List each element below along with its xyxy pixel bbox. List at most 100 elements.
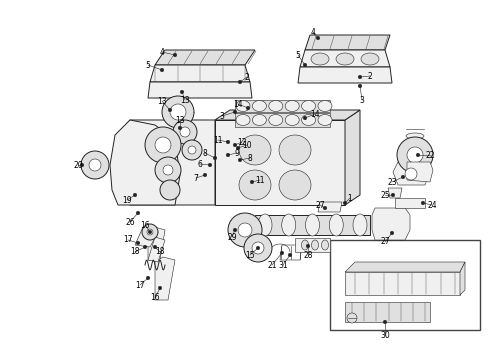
Text: 5: 5 [295, 50, 300, 59]
Text: 5: 5 [146, 60, 150, 69]
Text: 28: 28 [303, 251, 313, 260]
Text: 22: 22 [425, 150, 435, 159]
Ellipse shape [406, 133, 424, 139]
Polygon shape [235, 100, 330, 112]
Text: 16: 16 [140, 220, 150, 230]
Circle shape [89, 159, 101, 171]
Circle shape [303, 116, 307, 120]
Text: 16: 16 [150, 293, 160, 302]
Ellipse shape [329, 214, 343, 236]
Circle shape [397, 137, 433, 173]
Circle shape [391, 193, 395, 197]
Ellipse shape [305, 214, 319, 236]
Circle shape [383, 320, 387, 324]
Text: 23: 23 [387, 177, 397, 186]
Circle shape [180, 90, 184, 94]
Polygon shape [345, 272, 460, 295]
Polygon shape [298, 67, 392, 83]
Ellipse shape [353, 214, 367, 236]
Ellipse shape [285, 100, 299, 112]
Ellipse shape [361, 53, 379, 65]
Circle shape [143, 245, 147, 249]
Circle shape [390, 231, 394, 235]
Ellipse shape [301, 240, 309, 250]
Ellipse shape [279, 135, 311, 165]
Text: 26: 26 [125, 217, 135, 226]
Circle shape [256, 246, 260, 250]
Circle shape [238, 158, 242, 162]
Text: 8: 8 [247, 153, 252, 162]
Polygon shape [345, 302, 430, 322]
Text: 4: 4 [160, 48, 165, 57]
Circle shape [155, 137, 171, 153]
Circle shape [213, 156, 217, 160]
Circle shape [236, 146, 240, 150]
Polygon shape [318, 202, 342, 212]
Circle shape [173, 53, 177, 57]
Text: 24: 24 [427, 201, 437, 210]
Text: 25: 25 [380, 190, 390, 199]
Circle shape [233, 228, 237, 232]
Ellipse shape [318, 100, 332, 112]
Text: 7: 7 [194, 174, 198, 183]
Text: 8: 8 [203, 149, 207, 158]
Polygon shape [300, 50, 390, 67]
Polygon shape [330, 240, 480, 330]
Ellipse shape [406, 141, 424, 147]
Ellipse shape [312, 240, 318, 250]
Polygon shape [295, 238, 330, 252]
Circle shape [81, 151, 109, 179]
Text: 13: 13 [157, 96, 167, 105]
Circle shape [401, 175, 405, 179]
Ellipse shape [269, 114, 283, 126]
Polygon shape [345, 262, 465, 272]
Polygon shape [148, 237, 165, 262]
Circle shape [407, 147, 423, 163]
Text: 14: 14 [310, 109, 320, 118]
Polygon shape [407, 162, 433, 182]
Circle shape [173, 120, 197, 144]
Circle shape [306, 244, 310, 248]
Circle shape [246, 106, 250, 110]
Circle shape [228, 213, 262, 247]
Polygon shape [215, 110, 360, 120]
Circle shape [252, 242, 264, 254]
Ellipse shape [239, 170, 271, 200]
Circle shape [226, 140, 230, 144]
Ellipse shape [279, 170, 311, 200]
Text: 17: 17 [123, 235, 133, 244]
Text: 30: 30 [380, 330, 390, 339]
Circle shape [405, 168, 417, 180]
Text: 17: 17 [135, 280, 145, 289]
Text: 15: 15 [245, 251, 255, 260]
Polygon shape [118, 120, 215, 205]
Circle shape [80, 163, 84, 167]
Polygon shape [148, 82, 252, 98]
Text: 20: 20 [73, 161, 83, 170]
Circle shape [323, 206, 327, 210]
Circle shape [160, 180, 180, 200]
Circle shape [203, 173, 207, 177]
Text: 2: 2 [368, 72, 372, 81]
Polygon shape [235, 113, 330, 127]
Text: 13: 13 [180, 95, 190, 104]
Text: 3: 3 [220, 112, 224, 121]
Circle shape [303, 63, 307, 67]
Text: 13: 13 [175, 116, 185, 125]
Polygon shape [155, 50, 255, 65]
Text: 12: 12 [237, 138, 247, 147]
Polygon shape [150, 65, 250, 82]
Ellipse shape [282, 214, 296, 236]
Text: 18: 18 [130, 248, 140, 256]
Polygon shape [395, 198, 425, 208]
Polygon shape [388, 188, 402, 198]
Text: 18: 18 [155, 248, 165, 256]
Circle shape [280, 251, 284, 255]
Ellipse shape [336, 53, 354, 65]
Ellipse shape [236, 114, 250, 126]
Ellipse shape [236, 100, 250, 112]
Circle shape [136, 241, 140, 245]
Text: 4: 4 [311, 27, 316, 36]
Circle shape [188, 146, 196, 154]
Text: 1: 1 [347, 194, 352, 202]
